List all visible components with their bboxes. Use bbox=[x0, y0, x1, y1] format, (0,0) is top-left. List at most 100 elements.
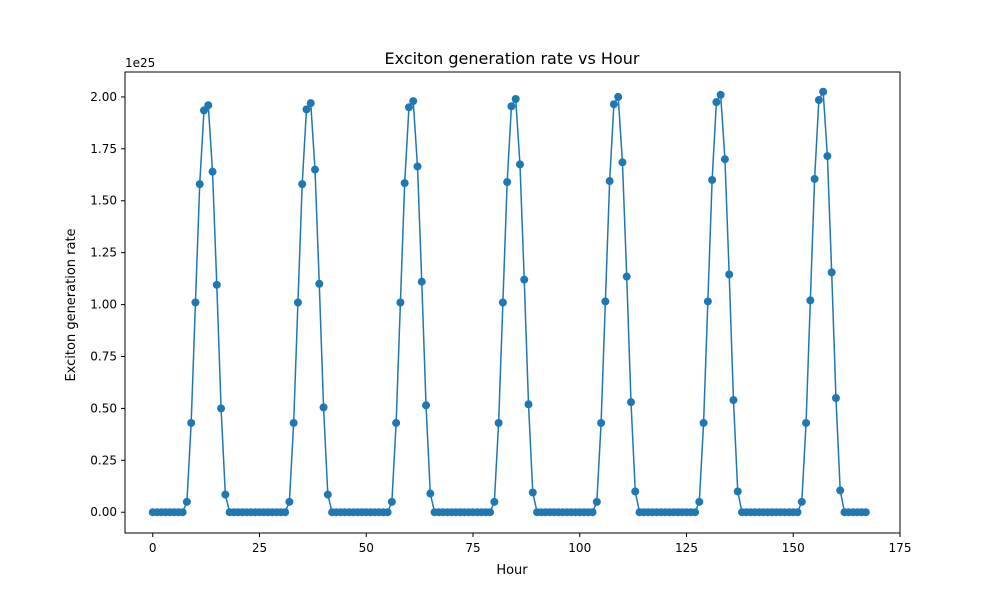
data-point bbox=[831, 394, 840, 403]
data-point bbox=[691, 508, 700, 517]
x-tick-label: 175 bbox=[889, 541, 912, 555]
x-tick-label: 125 bbox=[675, 541, 698, 555]
data-point bbox=[515, 160, 524, 169]
data-point bbox=[793, 508, 802, 517]
data-point bbox=[592, 497, 601, 506]
data-point bbox=[306, 99, 315, 108]
data-point bbox=[319, 403, 328, 412]
data-point bbox=[729, 396, 738, 405]
data-point bbox=[293, 298, 302, 307]
y-tick-label: 0.00 bbox=[90, 505, 117, 519]
data-point bbox=[417, 277, 426, 286]
data-point bbox=[588, 508, 597, 517]
data-point bbox=[626, 398, 635, 407]
data-point bbox=[819, 87, 828, 96]
data-point bbox=[315, 279, 324, 288]
data-point bbox=[814, 96, 823, 105]
data-point bbox=[605, 177, 614, 186]
y-axis: 0.00 0.25 0.50 0.75 1.00 1.25 1.50 1.75 2.00 bbox=[90, 90, 125, 519]
data-point bbox=[486, 508, 495, 517]
data-point bbox=[631, 487, 640, 496]
data-point bbox=[178, 508, 187, 517]
data-point bbox=[498, 298, 507, 307]
data-point bbox=[614, 92, 623, 101]
y-offset-label: 1e25 bbox=[125, 56, 155, 70]
data-point bbox=[195, 180, 204, 189]
y-tick-label: 1.00 bbox=[90, 298, 117, 312]
x-tick-label: 25 bbox=[252, 541, 267, 555]
data-point bbox=[725, 270, 734, 279]
data-point bbox=[191, 298, 200, 307]
data-point bbox=[298, 180, 307, 189]
data-point bbox=[413, 162, 422, 171]
data-point bbox=[733, 487, 742, 496]
data-point bbox=[217, 404, 226, 413]
data-point bbox=[383, 508, 392, 517]
data-point bbox=[609, 100, 618, 109]
data-point bbox=[392, 418, 401, 427]
plot-area bbox=[124, 71, 901, 534]
x-tick-label: 0 bbox=[149, 541, 157, 555]
data-point bbox=[802, 418, 811, 427]
x-tick-label: 100 bbox=[568, 541, 591, 555]
data-point bbox=[806, 296, 815, 305]
data-point bbox=[703, 297, 712, 306]
data-point bbox=[396, 298, 405, 307]
y-tick-label: 2.00 bbox=[90, 90, 117, 104]
y-tick-label: 0.25 bbox=[90, 453, 117, 467]
y-tick-label: 1.75 bbox=[90, 142, 117, 156]
data-point bbox=[601, 297, 610, 306]
data-point bbox=[182, 497, 191, 506]
data-point bbox=[409, 97, 418, 106]
data-point bbox=[400, 179, 409, 188]
data-point bbox=[323, 490, 332, 499]
data-point bbox=[797, 497, 806, 506]
data-point bbox=[708, 175, 717, 184]
data-point bbox=[528, 488, 537, 497]
data-point bbox=[618, 158, 627, 167]
data-point bbox=[597, 418, 606, 427]
x-tick-label: 75 bbox=[465, 541, 480, 555]
x-axis-title: Hour bbox=[496, 563, 528, 578]
axes-frame bbox=[124, 71, 901, 534]
data-point bbox=[699, 418, 708, 427]
data-point bbox=[494, 418, 503, 427]
data-point bbox=[187, 418, 196, 427]
data-point bbox=[520, 275, 529, 284]
x-tick-label: 50 bbox=[359, 541, 374, 555]
data-point bbox=[524, 400, 533, 409]
data-point bbox=[861, 508, 870, 517]
data-point bbox=[422, 401, 431, 410]
x-tick-label: 150 bbox=[782, 541, 805, 555]
y-tick-label: 0.75 bbox=[90, 349, 117, 363]
data-point bbox=[827, 268, 836, 277]
data-point bbox=[302, 105, 311, 114]
data-point bbox=[285, 497, 294, 506]
data-point bbox=[204, 101, 213, 110]
y-tick-label: 1.50 bbox=[90, 194, 117, 208]
y-tick-label: 0.50 bbox=[90, 401, 117, 415]
chart-title: Exciton generation rate vs Hour bbox=[385, 49, 640, 68]
data-point bbox=[311, 165, 320, 174]
data-point bbox=[404, 103, 413, 112]
x-axis: 0 25 50 75 100 125 150 175 bbox=[149, 533, 912, 555]
data-point bbox=[221, 490, 230, 499]
data-point bbox=[507, 102, 516, 111]
data-point bbox=[503, 178, 512, 187]
data-point bbox=[712, 98, 721, 107]
data-point bbox=[212, 280, 221, 289]
data-point bbox=[281, 508, 290, 517]
data-point bbox=[622, 272, 631, 281]
data-point bbox=[810, 174, 819, 183]
data-point bbox=[426, 489, 435, 498]
y-axis-title: Exciton generation rate bbox=[64, 228, 79, 381]
data-point bbox=[695, 497, 704, 506]
data-point bbox=[823, 152, 832, 161]
data-point bbox=[208, 167, 217, 176]
y-tick-label: 1.25 bbox=[90, 246, 117, 260]
data-point bbox=[720, 155, 729, 164]
data-point bbox=[836, 486, 845, 495]
data-point bbox=[387, 497, 396, 506]
data-point bbox=[716, 90, 725, 99]
